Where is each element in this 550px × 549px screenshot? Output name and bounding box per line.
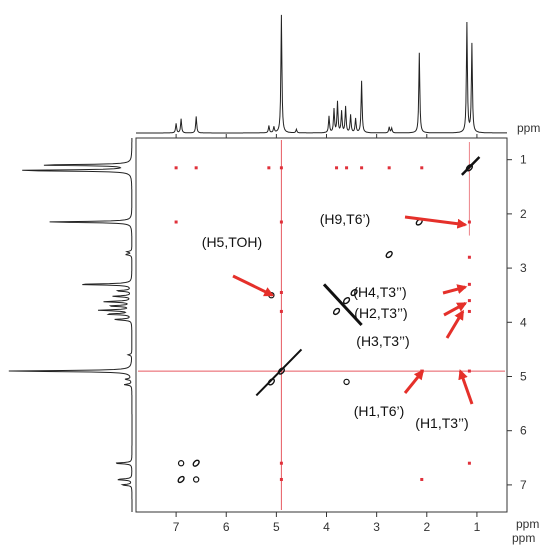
noise-peak — [467, 282, 471, 286]
y-axis: 1 2 3 4 5 6 7 — [507, 153, 527, 492]
annotation-label: (H1,T3’’) — [415, 415, 468, 431]
y-axis-unit: ppm — [516, 517, 539, 531]
noise-peak — [420, 166, 424, 170]
noise-peak — [345, 166, 349, 170]
y-tick-label: 7 — [520, 478, 527, 492]
noise-peak — [467, 309, 471, 313]
noise-peak — [467, 461, 471, 465]
x-tick-label: 7 — [173, 520, 180, 534]
noise-peak — [267, 166, 271, 170]
cross-peak — [343, 378, 350, 386]
annotation-layer: (H5,TOH) (H9,T6’) (H4,T3’’) (H2,T3’’) (H3,T3… — [202, 211, 474, 431]
diagonal-peak — [342, 296, 351, 305]
y-tick-label: 4 — [520, 315, 527, 329]
x-tick-label: 5 — [273, 520, 280, 534]
annotation-label: (H4,T3’’) — [353, 284, 406, 300]
x-tick-label: 4 — [323, 520, 330, 534]
plot-frame — [135, 137, 508, 513]
noise-peak — [279, 166, 283, 170]
diagonal-peak — [192, 459, 200, 467]
noise-peak — [420, 477, 424, 481]
annotation-label: (H2,T3’’) — [354, 305, 407, 321]
noise-peak — [467, 369, 471, 373]
annotation-arrow — [443, 302, 468, 317]
diagonal-streak-water — [255, 348, 303, 397]
noise-peak — [194, 166, 198, 170]
left-projection-spectrum — [8, 138, 133, 512]
x-tick-label: 6 — [223, 520, 230, 534]
noise-peak — [279, 220, 283, 224]
diagonal-peak — [385, 250, 393, 259]
diagonal-peak — [350, 288, 358, 297]
annotation-label: (H1,T6’) — [354, 403, 405, 419]
top-projection-spectrum — [136, 14, 507, 134]
peak-layer — [177, 156, 481, 484]
noise-layer — [138, 140, 505, 510]
noise-peak — [335, 166, 339, 170]
x-axis-unit-bottom: ppm — [512, 531, 535, 545]
x-tick-label: 1 — [474, 520, 481, 534]
x-axis: 7 6 5 4 3 2 1 — [173, 134, 481, 534]
annotation-arrow — [442, 284, 468, 295]
cross-peak — [177, 460, 185, 467]
diagonal-peak — [332, 307, 341, 316]
top-projection-trace — [136, 14, 507, 134]
annotation-arrow — [403, 369, 425, 394]
noise-peak — [279, 309, 283, 313]
noise-peak — [360, 166, 364, 170]
noise-peak — [174, 220, 178, 224]
annotation-label: (H3,T3’’) — [356, 333, 409, 349]
annotation-label: (H9,T6’) — [320, 211, 371, 227]
y-tick-label: 6 — [520, 424, 527, 438]
x-tick-label: 2 — [423, 520, 430, 534]
noise-peak — [279, 290, 283, 294]
x-tick-label: 3 — [373, 520, 380, 534]
noise-peak — [279, 461, 283, 465]
left-projection-trace — [8, 138, 133, 512]
annotation-arrow — [445, 309, 465, 339]
annotation-arrow — [458, 369, 474, 405]
y-tick-label: 5 — [520, 369, 527, 383]
y-tick-label: 2 — [520, 207, 527, 221]
diagonal-streak-sugar — [322, 283, 363, 327]
x-axis-unit-top: ppm — [517, 121, 540, 135]
noise-peak — [467, 220, 471, 224]
noise-peak — [387, 166, 391, 170]
cross-peak — [192, 476, 200, 483]
annotation-arrow — [404, 215, 468, 229]
noise-peak — [467, 255, 471, 259]
diagonal-peak — [177, 475, 185, 484]
noise-peak — [174, 166, 178, 170]
diagonal-streak-methyl — [460, 156, 481, 176]
y-tick-label: 3 — [520, 261, 527, 275]
noise-peak — [279, 477, 283, 481]
noise-peak — [467, 299, 471, 303]
annotation-label: (H5,TOH) — [202, 234, 262, 250]
annotation-arrow — [232, 274, 275, 297]
y-tick-label: 1 — [520, 153, 527, 167]
